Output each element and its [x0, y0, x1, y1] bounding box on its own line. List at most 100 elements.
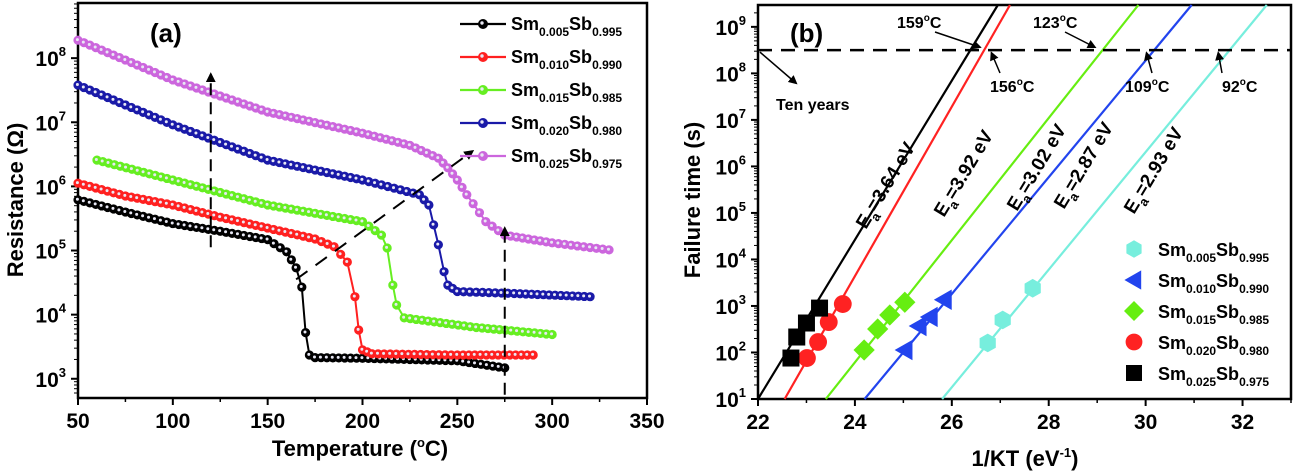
data-point-highlight [212, 138, 216, 142]
y-tick-label: 107 [35, 108, 66, 135]
y-tick-label: 102 [715, 338, 746, 365]
data-point-highlight [466, 352, 470, 356]
data-point-highlight [194, 85, 198, 89]
data-point-highlight [330, 124, 334, 128]
data-point-highlight [182, 205, 186, 209]
legend-marker [1124, 270, 1142, 290]
crossing-annotation: 156oC [990, 51, 1035, 96]
data-point-highlight [105, 50, 109, 54]
legend-item: Sm0.015Sb0.985 [460, 80, 622, 105]
data-point-highlight [230, 217, 234, 221]
data-point-highlight [247, 198, 251, 202]
crossing-annotation: 159oC [897, 13, 982, 50]
legend-marker-highlight [480, 87, 484, 91]
data-point-highlight [235, 146, 239, 150]
data-point-highlight [513, 352, 517, 356]
data-point-highlight [385, 184, 389, 188]
series-line [77, 198, 505, 369]
data-point-highlight [338, 252, 342, 256]
data-point-highlight [520, 235, 524, 239]
data-point-highlight [112, 162, 116, 166]
data-point-highlight [497, 327, 501, 331]
data-point-highlight [99, 92, 103, 96]
data-point-highlight [271, 203, 275, 207]
legend-label: Sm0.015Sb0.985 [1158, 302, 1269, 327]
data-point-highlight [230, 193, 234, 197]
data-point-highlight [461, 289, 465, 293]
data-point [908, 315, 927, 337]
data-point-highlight [354, 218, 358, 222]
data-point-highlight [360, 347, 364, 351]
data-point-highlight [526, 330, 530, 334]
data-point-highlight [443, 352, 447, 356]
data-point-highlight [81, 182, 85, 186]
data-point-highlight [307, 210, 311, 214]
data-point-highlight [413, 145, 417, 149]
data-point-highlight [490, 363, 494, 367]
data-point-highlight [342, 174, 346, 178]
data-point-highlight [464, 192, 468, 196]
y-tick-label: 106 [35, 172, 66, 199]
legend-label: Sm0.005Sb0.995 [511, 14, 622, 39]
data-point-highlight [188, 182, 192, 186]
panel-b-y-axis-title: Failure time (s) [680, 122, 705, 278]
data-point-highlight [289, 257, 293, 261]
data-point-highlight [147, 171, 151, 175]
data-point-highlight [390, 283, 394, 287]
series-Sm0.020Sb0.980 [798, 295, 852, 367]
data-point-highlight [408, 316, 412, 320]
data-point-highlight [606, 247, 610, 251]
data-point-highlight [474, 325, 478, 329]
data-point-highlight [117, 55, 121, 59]
data-point-highlight [366, 224, 370, 228]
data-point-highlight [462, 323, 466, 327]
legend-item: Sm0.020Sb0.980 [460, 113, 622, 138]
data-point-highlight [570, 293, 574, 297]
data-point-highlight [241, 149, 245, 153]
panel-b-frame [756, 3, 1293, 401]
series-Sm0.005Sb0.995 [979, 278, 1041, 353]
panel-b-legend: Sm0.005Sb0.995 Sm0.010Sb0.990 Sm0.015Sb0.9… [1124, 240, 1269, 389]
data-point-highlight [467, 289, 471, 293]
data-point-highlight [277, 160, 281, 164]
data-point [994, 310, 1011, 330]
data-point-highlight [176, 124, 180, 128]
panel-b-annotations: Ten years92oC109oC123oC156oC159oCEa=2.93… [758, 13, 1291, 233]
data-point-highlight [406, 352, 410, 356]
data-point-highlight [170, 221, 174, 225]
y-tick-label: 108 [715, 59, 746, 86]
data-point-highlight [105, 95, 109, 99]
data-point-highlight [496, 352, 500, 356]
data-point-highlight [129, 167, 133, 171]
x-tick-label: 200 [345, 410, 380, 433]
data-point-highlight [295, 232, 299, 236]
data-point-highlight [81, 40, 85, 44]
legend-label: Sm0.025Sb0.975 [511, 146, 622, 171]
data-point-highlight [468, 324, 472, 328]
data-point-highlight [558, 293, 562, 297]
x-tick-label: 300 [535, 410, 570, 433]
data-point-highlight [412, 352, 416, 356]
data-point-highlight [307, 166, 311, 170]
legend-item: Sm0.025Sb0.975 [460, 146, 622, 171]
data-point-highlight [75, 82, 79, 86]
data-point-highlight [345, 259, 349, 263]
data-point-highlight [445, 283, 449, 287]
data-point [811, 299, 829, 317]
data-point-highlight [277, 112, 281, 116]
data-point-highlight [295, 116, 299, 120]
data-point-highlight [230, 97, 234, 101]
data-point-highlight [514, 234, 518, 238]
data-point-highlight [123, 57, 127, 61]
data-point [894, 339, 913, 361]
data-point-highlight [385, 245, 389, 249]
y-tick-label: 103 [35, 365, 66, 392]
data-point-highlight [360, 219, 364, 223]
data-point-highlight [170, 202, 174, 206]
data-point-highlight [159, 174, 163, 178]
x-tick-label: 26 [940, 411, 963, 434]
data-point-highlight [473, 361, 477, 365]
x-tick-label: 250 [440, 410, 475, 433]
data-point-highlight [515, 329, 519, 333]
data-point-highlight [318, 169, 322, 173]
